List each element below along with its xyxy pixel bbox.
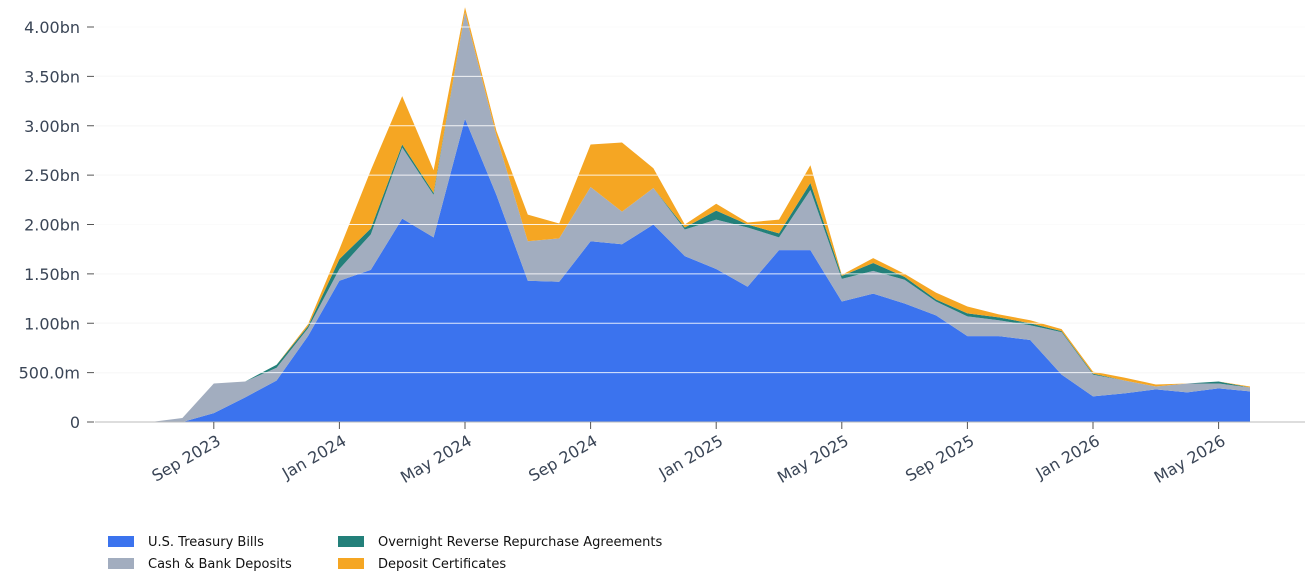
x-tick-label: May 2026 <box>1151 431 1229 487</box>
legend-swatch <box>338 536 364 547</box>
area <box>151 12 1250 422</box>
y-tick-label: 2.00bn <box>24 216 80 235</box>
y-tick-label: 3.00bn <box>24 117 80 136</box>
area <box>151 7 1250 422</box>
legend-swatch <box>108 558 134 569</box>
area <box>151 118 1250 423</box>
legend-label: Overnight Reverse Repurchase Agreements <box>378 535 662 550</box>
y-tick-label: 4.00bn <box>24 18 80 37</box>
x-tick-label: Sep 2024 <box>525 431 600 485</box>
x-tick-label: Sep 2025 <box>902 431 977 485</box>
legend-label: Cash & Bank Deposits <box>148 557 292 572</box>
y-tick-label: 1.50bn <box>24 265 80 284</box>
legend-label: U.S. Treasury Bills <box>148 535 264 550</box>
y-tick-label: 1.00bn <box>24 314 80 333</box>
y-tick-label: 0 <box>70 413 80 432</box>
x-tick-label: May 2024 <box>397 431 475 487</box>
legend-swatch <box>338 558 364 569</box>
y-tick-label: 2.50bn <box>24 166 80 185</box>
x-tick-label: Jan 2025 <box>655 431 726 483</box>
y-tick-label: 3.50bn <box>24 67 80 86</box>
legend-swatch <box>108 536 134 547</box>
x-tick-label: May 2025 <box>774 431 852 487</box>
y-tick-label: 500.0m <box>19 364 80 383</box>
x-tick-label: Jan 2026 <box>1032 431 1103 483</box>
x-tick-label: Sep 2023 <box>149 431 224 485</box>
legend-label: Deposit Certificates <box>378 557 506 572</box>
x-tick-label: Jan 2024 <box>278 431 349 483</box>
